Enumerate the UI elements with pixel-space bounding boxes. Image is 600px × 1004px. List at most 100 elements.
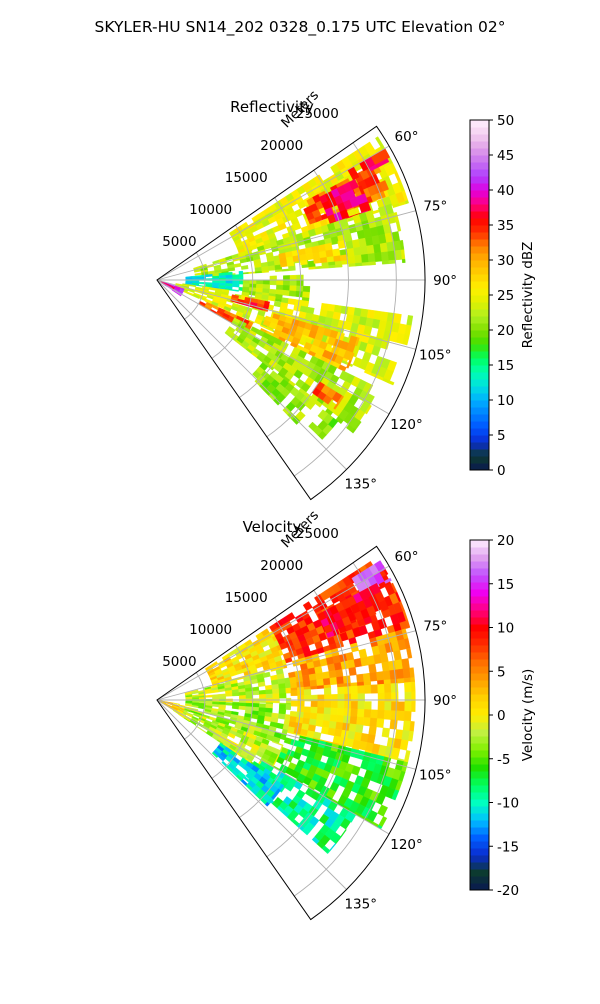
azimuth-tick-label: 75° [423,198,447,214]
colorbar-segment [470,589,489,597]
azimuth-spoke [156,145,390,281]
colorbar-segment [470,225,489,233]
colorbar-tick-label: 10 [497,393,514,409]
colorbar-segment [470,344,489,352]
colorbar-segment [470,715,489,723]
colorbar-segment [470,827,489,835]
colorbar-segment [470,568,489,576]
colorbar-segment [470,813,489,821]
colorbar-segment [470,351,489,359]
colorbar-segment [470,575,489,583]
colorbar-segment [470,841,489,849]
colorbar-segment [470,421,489,429]
radial-tick-label: 10000 [189,202,232,218]
colorbar-segment [470,764,489,772]
colorbar-tick-label: 20 [497,533,514,549]
echo-cell [311,381,344,410]
azimuth-tick-label: 105° [419,768,452,784]
colorbar-segment [470,274,489,282]
echo-cell [286,681,416,763]
colorbar-tick-label: 45 [497,148,514,164]
colorbar-segment [470,211,489,219]
sector-frame [156,125,426,501]
azimuth-spoke [156,279,390,415]
colorbar-segment [470,624,489,632]
colorbar-segment [470,155,489,163]
colorbar-label: Velocity (m/s) [520,669,536,762]
colorbar-segment [470,288,489,296]
colorbar-segment [470,631,489,639]
colorbar-segment [470,603,489,611]
colorbar-segment [470,708,489,716]
colorbar-segment [470,302,489,310]
colorbar-tick-label: 10 [497,621,514,637]
colorbar-segment [470,834,489,842]
colorbar-segment [470,638,489,646]
colorbar-segment [470,120,489,128]
colorbar-tick-label: 30 [497,253,514,269]
echo-cell [318,178,372,225]
colorbar-segment [470,323,489,331]
colorbar-segment [470,463,489,471]
colorbar-segment [470,442,489,450]
range-ring [266,589,349,858]
colorbar-tick-label: -10 [497,796,519,812]
colorbar-segment [470,141,489,149]
colorbar-segment [470,680,489,688]
colorbar-segment [470,666,489,674]
colorbar-segment [470,820,489,828]
colorbar-segment [470,799,489,807]
colorbar-segment [470,554,489,562]
range-ring [266,169,349,438]
colorbar-segment [470,407,489,415]
reflectivity-title: Reflectivity [230,98,314,116]
velocity-colorbar: -20 -15 -10 -5 0 5 10 15 20 Velocity (m/s) [469,533,536,899]
azimuth-spoke [156,279,347,470]
azimuth-spoke [156,699,390,835]
colorbar-segment [470,414,489,422]
range-ring [211,224,254,359]
colorbar-segment [470,127,489,135]
range-ring [184,252,206,320]
range-ring [239,197,302,398]
echo-cell [317,582,392,639]
colorbar-tick-label: 5 [497,428,506,444]
colorbar-segment [470,848,489,856]
range-ring [184,672,206,740]
colorbar-tick-label: 40 [497,183,514,199]
velocity-ppi-plot: 500010000150002000025000Meters60°75°90°1… [156,507,457,921]
colorbar-tick-label: -15 [497,839,519,855]
colorbar-tick-label: 25 [497,288,514,304]
radial-tick-label: 10000 [189,622,232,638]
colorbar-segment [470,792,489,800]
colorbar-segment [470,309,489,317]
colorbar-segment [470,659,489,667]
colorbar-segment [470,260,489,268]
echo-cell [252,362,316,425]
colorbar-segment [470,687,489,695]
colorbar-segment [470,281,489,289]
radial-tick-label: 20000 [260,138,303,154]
colorbar-segment [470,330,489,338]
colorbar-segment [470,232,489,240]
colorbar-tick-label: 20 [497,323,514,339]
colorbar-segment [470,428,489,436]
colorbar-tick-label: 5 [497,664,506,680]
azimuth-spoke [156,699,347,890]
colorbar-segment [470,372,489,380]
colorbar-segment [470,736,489,744]
colorbar-tick-label: 50 [497,113,514,129]
colorbar-tick-label: -20 [497,883,519,899]
colorbar-segment [470,386,489,394]
colorbar-segment [470,337,489,345]
colorbar-segment [470,204,489,212]
colorbar-segment [470,701,489,709]
colorbar-segment [470,610,489,618]
colorbar-segment [470,358,489,366]
colorbar-segment [470,183,489,191]
figure-suptitle: SKYLER-HU SN14_202 0328_0.175 UTC Elevat… [95,18,506,37]
echo-cell [308,409,339,440]
colorbar-tick-label: 0 [497,708,506,724]
